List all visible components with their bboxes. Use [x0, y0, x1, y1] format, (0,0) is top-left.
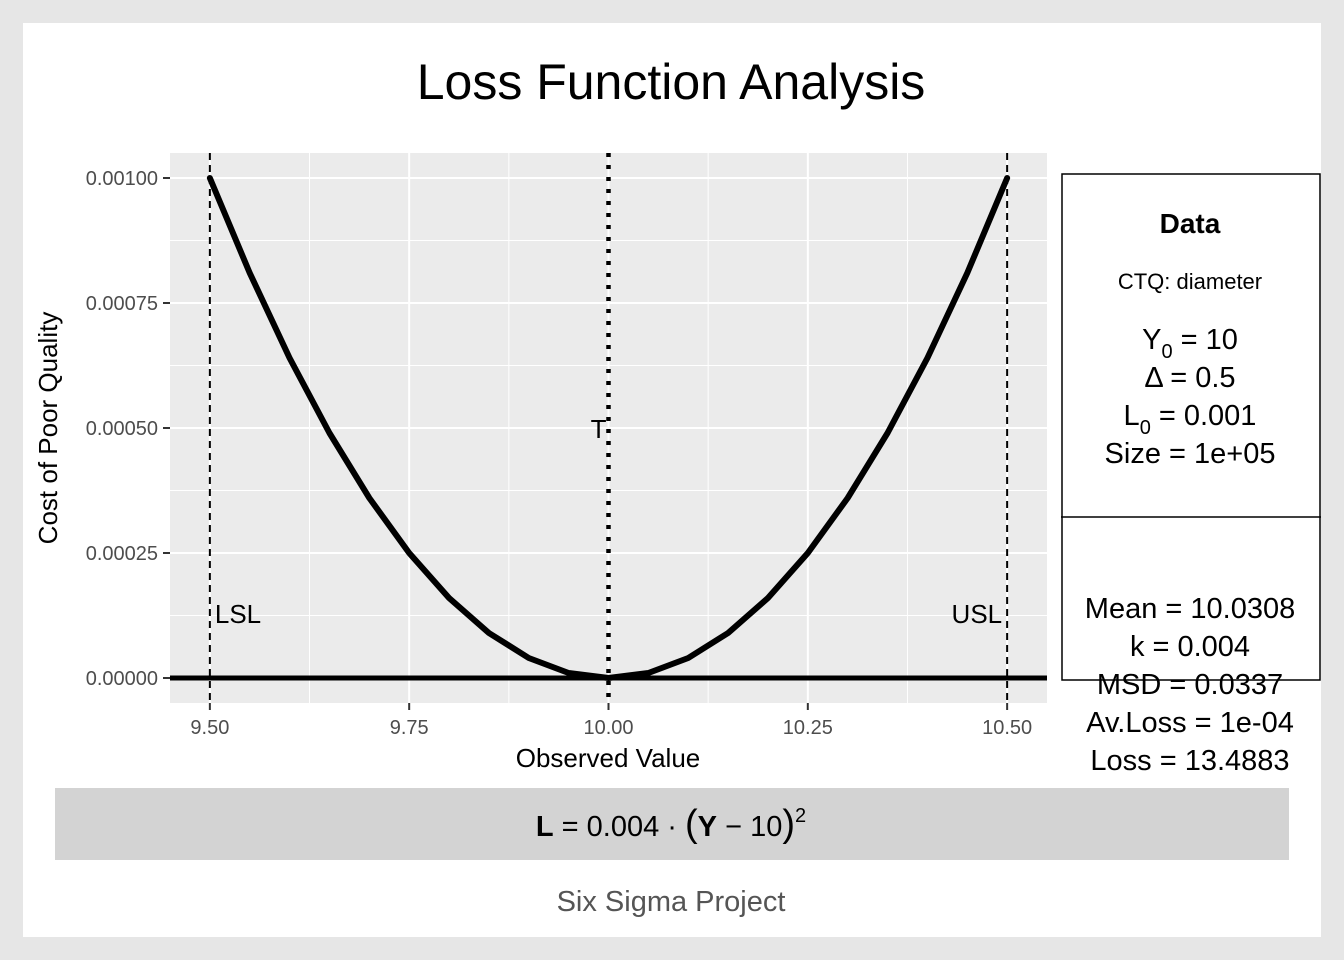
loss-formula: L = 0.004 · (Y − 10)2	[536, 803, 806, 845]
chart-title: Loss Function Analysis	[417, 54, 926, 110]
y-axis-title: Cost of Poor Quality	[33, 312, 63, 545]
y-tick-label: 0.00025	[86, 543, 158, 565]
loss-curve-line	[206, 175, 1011, 681]
loss-function-chart: Loss Function Analysis 9.50 9.75 10.00 10.2…	[33, 54, 1321, 918]
mean-value: Mean = 10.0308	[1085, 593, 1295, 625]
formula-band	[55, 788, 1289, 860]
data-panel-header: Data	[1160, 208, 1221, 239]
msd-value: MSD = 0.0337	[1097, 669, 1283, 701]
avloss-value: Av.Loss = 1e-04	[1086, 707, 1294, 739]
lsl-label: LSL	[215, 599, 261, 629]
y-tick-label: 0.00075	[86, 293, 158, 315]
k-value: k = 0.004	[1130, 631, 1250, 663]
usl-label: USL	[952, 599, 1003, 629]
x-tick-label: 9.50	[190, 717, 229, 739]
caption: Six Sigma Project	[557, 886, 786, 918]
plot-frame: Loss Function Analysis 9.50 9.75 10.00 10.2…	[23, 23, 1321, 937]
l0-value: L0 = 0.001	[1124, 400, 1257, 439]
target-label: T	[591, 414, 607, 444]
y-tick-label: 0.00050	[86, 418, 158, 440]
data-panel-box	[1061, 173, 1321, 681]
x-tick-label: 10.50	[982, 717, 1032, 739]
x-tick-label: 9.75	[390, 717, 429, 739]
y0-value: Y0 = 10	[1142, 324, 1238, 363]
x-tick-label: 10.25	[783, 717, 833, 739]
ctq-label: CTQ: diameter	[1118, 269, 1262, 294]
axes: 9.50 9.75 10.00 10.25 10.50 0.00000 0.00025 0.0…	[86, 168, 1032, 739]
loss-value: Loss = 13.4883	[1090, 745, 1289, 777]
x-tick-label: 10.00	[583, 717, 633, 739]
y-tick-label: 0.00000	[86, 668, 158, 690]
series-layer	[206, 175, 1011, 681]
delta-value: Δ = 0.5	[1144, 362, 1235, 394]
x-axis-title: Observed Value	[516, 743, 701, 773]
size-value: Size = 1e+05	[1105, 438, 1276, 470]
y-tick-label: 0.00100	[86, 168, 158, 190]
